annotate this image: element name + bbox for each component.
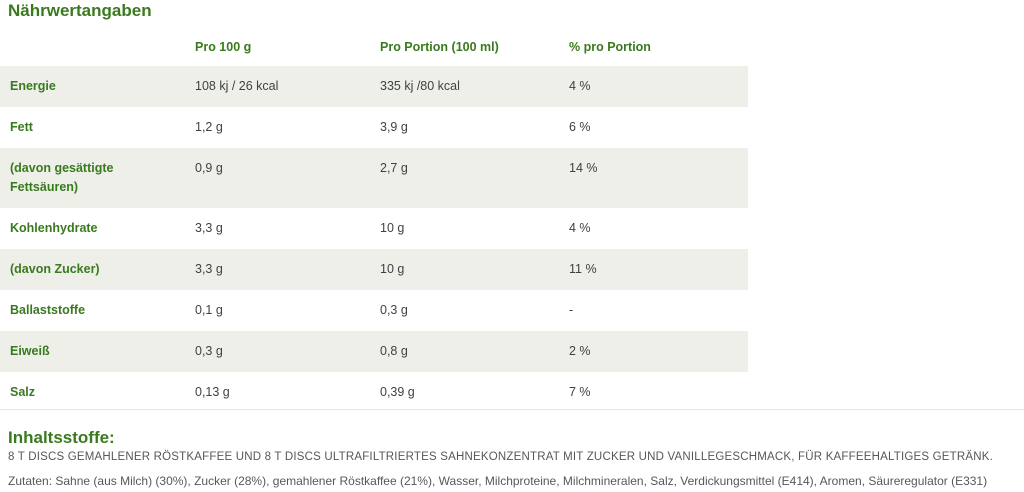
value-per-100g: 0,1 g	[195, 303, 223, 317]
value-percent-portion: 7 %	[569, 385, 591, 399]
table-row: (davon gesättigte Fettsäuren) 0,9 g 2,7 g 1…	[0, 148, 748, 208]
row-label: (davon gesättigte Fettsäuren)	[10, 161, 114, 194]
row-label: Kohlenhydrate	[10, 221, 98, 235]
value-per-100g: 0,3 g	[195, 344, 223, 358]
section-divider	[0, 409, 1024, 410]
value-per-100g: 3,3 g	[195, 262, 223, 276]
table-row: (davon Zucker) 3,3 g 10 g 11 %	[0, 249, 748, 290]
row-label: Ballaststoffe	[10, 303, 86, 317]
nutrition-title: Nährwertangaben	[8, 1, 152, 20]
table-row: Salz 0,13 g 0,39 g 7 %	[0, 372, 748, 413]
value-percent-portion: 4 %	[569, 221, 591, 235]
row-label: Fett	[10, 120, 33, 134]
ingredients-zutaten: Zutaten: Sahne (aus Milch) (30%), Zucker…	[8, 474, 988, 488]
value-percent-portion: 11 %	[569, 262, 597, 276]
ingredients-description: 8 T DISCS GEMAHLENER RÖSTKAFFEE UND 8 T …	[8, 451, 994, 463]
table-row: Kohlenhydrate 3,3 g 10 g 4 %	[0, 208, 748, 249]
value-per-portion: 10 g	[380, 221, 405, 235]
value-per-portion: 3,9 g	[380, 120, 408, 134]
table-row: Energie 108 kj / 26 kcal 335 kj /80 kcal 4 …	[0, 66, 748, 107]
value-percent-portion: -	[569, 303, 574, 317]
value-percent-portion: 2 %	[569, 344, 591, 358]
value-per-portion: 335 kj /80 kcal	[380, 79, 460, 93]
row-label: (davon Zucker)	[10, 262, 100, 276]
value-per-portion: 2,7 g	[380, 161, 408, 175]
value-per-100g: 0,9 g	[195, 161, 223, 175]
row-label: Salz	[10, 385, 36, 399]
value-per-portion: 0,3 g	[380, 303, 408, 317]
value-percent-portion: 4 %	[569, 79, 591, 93]
value-per-portion: 10 g	[380, 262, 405, 276]
table-row: Ballaststoffe 0,1 g 0,3 g -	[0, 290, 748, 331]
value-per-portion: 0,8 g	[380, 344, 408, 358]
table-body: Energie 108 kj / 26 kcal 335 kj /80 kcal 4 …	[0, 66, 748, 413]
table-row: Eiweiß 0,3 g 0,8 g 2 %	[0, 331, 748, 372]
value-per-portion: 0,39 g	[380, 385, 415, 399]
value-percent-portion: 14 %	[569, 161, 598, 175]
table-header-row: Pro 100 g Pro Portion (100 ml) % pro Por…	[0, 34, 748, 66]
value-percent-portion: 6 %	[569, 120, 591, 134]
table-row: Fett 1,2 g 3,9 g 6 %	[0, 107, 748, 148]
value-per-100g: 3,3 g	[195, 221, 223, 235]
ingredients-heading: Inhaltsstoffe:	[8, 428, 115, 447]
value-per-100g: 1,2 g	[195, 120, 223, 134]
column-header-per-100g: Pro 100 g	[195, 40, 252, 54]
column-header-per-portion: Pro Portion (100 ml)	[380, 40, 499, 54]
row-label: Energie	[10, 79, 56, 93]
column-header-percent-portion: % pro Portion	[569, 40, 651, 54]
value-per-100g: 0,13 g	[195, 385, 230, 399]
row-label: Eiweiß	[10, 344, 50, 358]
value-per-100g: 108 kj / 26 kcal	[195, 79, 279, 93]
nutrition-table: Pro 100 g Pro Portion (100 ml) % pro Por…	[0, 34, 748, 413]
